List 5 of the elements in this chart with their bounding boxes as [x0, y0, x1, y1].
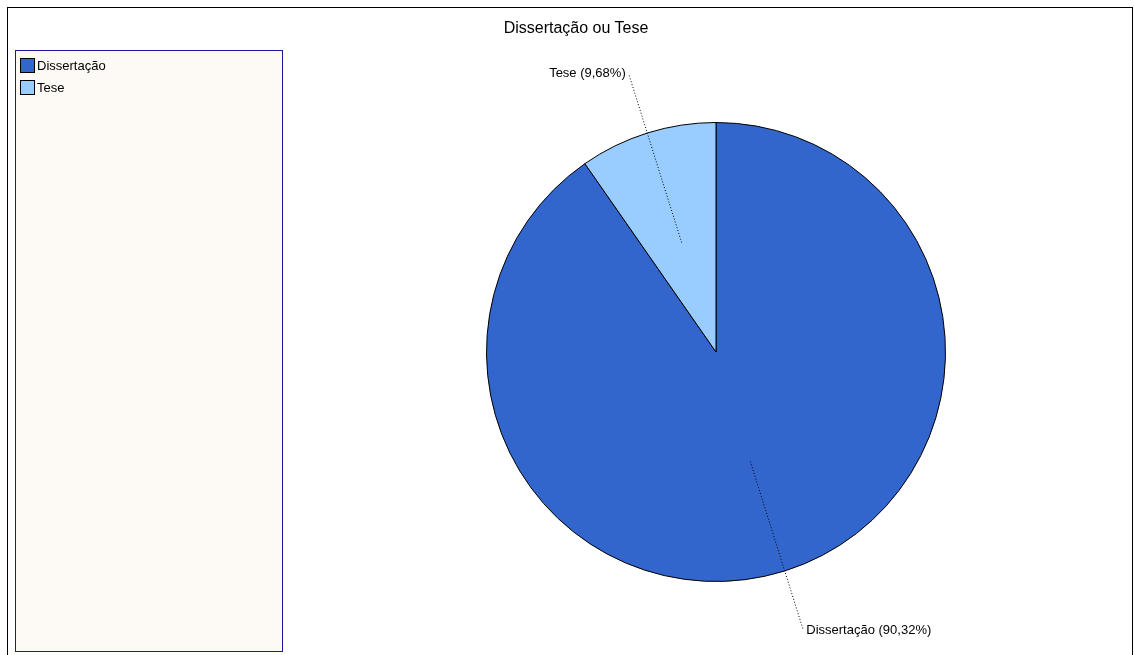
data-label: Dissertação (90,32%) [806, 621, 932, 637]
data-label: Tese (9,68%) [549, 65, 626, 81]
legend-label: Tese [37, 79, 65, 95]
legend-label: Dissertação [37, 57, 106, 73]
chart-title: Dissertação ou Tese [502, 19, 650, 37]
